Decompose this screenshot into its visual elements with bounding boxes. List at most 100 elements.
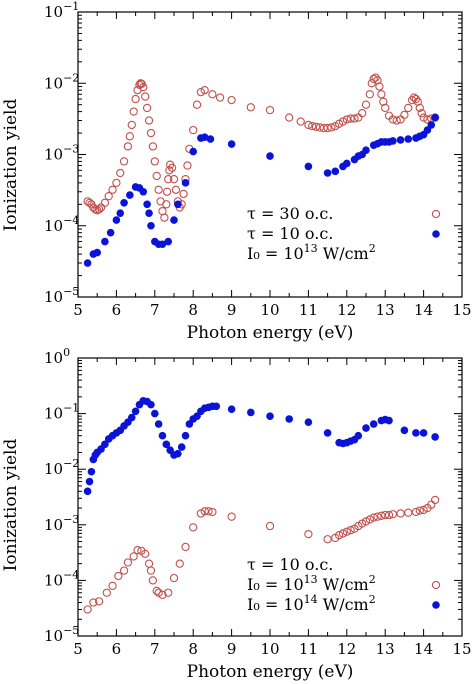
top-data-point	[181, 179, 190, 187]
top-panel: 5 6 7 8 9 10 11 12 13 14 15 10−5 10−4 10−3 10−2 10−1 τ =…	[1, 0, 472, 343]
top-data-point	[196, 88, 206, 97]
bottom-data-point	[123, 558, 133, 567]
top-data-point	[167, 163, 177, 172]
bottom-x-tick-label: 5	[73, 640, 83, 658]
bottom-data-point	[141, 549, 150, 559]
top-data-point	[407, 95, 417, 105]
bottom-plot-area: 5 6 7 8 9 10 11 12 13 14 15 10−5 10−4 10−3 10−2 10−1 100…	[44, 346, 472, 658]
bottom-y-tick-label: 100	[44, 346, 70, 367]
bottom-x-tick-label: 15	[452, 640, 471, 658]
bottom-data-point	[323, 535, 332, 544]
bottom-data-point	[338, 529, 348, 538]
bottom-data-point	[144, 559, 154, 568]
top-x-tick-label: 15	[452, 301, 471, 319]
bottom-data-point	[114, 571, 123, 581]
bottom-data-point	[365, 515, 374, 524]
bottom-data-point	[119, 566, 129, 575]
top-data-point	[192, 100, 202, 109]
bottom-data-point	[147, 400, 155, 409]
top-data-point	[183, 161, 192, 170]
top-data-point	[169, 175, 179, 184]
top-data-point	[342, 115, 351, 124]
top-data-point	[125, 132, 134, 141]
top-data-point	[266, 152, 274, 160]
top-data-point	[285, 113, 294, 122]
bottom-data-point	[89, 598, 98, 607]
top-data-point	[139, 83, 148, 92]
top-data-point	[147, 221, 155, 230]
bottom-data-point	[87, 467, 96, 476]
bottom-data-point	[415, 506, 424, 515]
bottom-data-point	[152, 586, 161, 595]
top-series-filled	[83, 113, 439, 267]
top-data-point	[208, 90, 217, 99]
top-data-point	[200, 133, 209, 141]
top-series-open	[83, 73, 440, 222]
top-data-point	[417, 109, 426, 118]
bottom-data-point	[129, 552, 138, 561]
bottom-data-point	[381, 510, 390, 520]
bottom-data-point	[127, 413, 136, 422]
top-data-point	[304, 120, 313, 130]
top-data-point	[350, 114, 359, 123]
bottom-data-point	[189, 523, 198, 532]
bottom-data-point	[169, 573, 179, 583]
bottom-data-point	[369, 420, 378, 428]
top-data-point	[381, 103, 390, 113]
top-legend-marker	[432, 230, 440, 238]
top-data-point	[392, 116, 401, 125]
bottom-data-point	[323, 429, 332, 437]
top-data-point	[145, 209, 153, 218]
top-x-tick-label: 9	[227, 301, 237, 319]
bottom-x-tick-label: 8	[188, 640, 198, 658]
bottom-data-point	[85, 477, 94, 486]
bottom-data-point	[102, 588, 111, 597]
top-data-point	[83, 259, 92, 267]
bottom-data-point	[369, 513, 378, 522]
bottom-data-point	[227, 405, 236, 413]
bottom-data-point	[384, 510, 394, 520]
top-data-point	[404, 135, 413, 143]
bottom-data-point	[212, 402, 221, 411]
top-legend-marker	[431, 209, 441, 219]
top-data-point	[369, 74, 378, 84]
bottom-data-point	[162, 440, 171, 449]
bottom-data-point	[430, 495, 440, 505]
top-data-point	[139, 187, 148, 196]
top-data-point	[146, 128, 156, 138]
top-data-point	[171, 185, 181, 194]
top-data-point	[126, 191, 134, 199]
bottom-data-point	[108, 581, 117, 590]
bottom-series-open	[83, 495, 440, 614]
bottom-data-point	[164, 588, 173, 597]
top-x-tick-label: 8	[188, 301, 198, 319]
bottom-data-point	[101, 440, 109, 449]
bottom-data-point	[334, 531, 344, 540]
top-data-point	[200, 86, 209, 95]
bottom-y-tick-label: 10−5	[44, 624, 79, 645]
top-legend-entry: τ = 30 o.c.	[247, 204, 333, 223]
top-data-point	[327, 123, 336, 132]
top-y-tick-label: 10−5	[44, 285, 79, 306]
top-x-axis-label: Photon energy (eV)	[187, 323, 354, 343]
bottom-x-tick-label: 14	[414, 640, 433, 658]
bottom-y-tick-label: 10−1	[44, 402, 79, 423]
top-data-point	[189, 125, 198, 135]
top-data-point	[112, 178, 121, 188]
top-data-point	[189, 147, 197, 156]
bottom-data-point	[181, 542, 190, 552]
top-data-point	[215, 93, 225, 102]
top-data-point	[415, 103, 424, 113]
bottom-data-point	[158, 590, 167, 599]
bottom-data-point	[266, 412, 274, 420]
top-data-point	[101, 237, 109, 246]
bottom-x-tick-label: 9	[227, 640, 237, 658]
bottom-x-tick-label: 13	[376, 640, 395, 658]
top-data-point	[246, 103, 255, 112]
top-data-point	[227, 140, 236, 148]
bottom-data-point	[181, 431, 190, 440]
bottom-data-point	[83, 487, 92, 496]
top-data-point	[108, 185, 117, 194]
